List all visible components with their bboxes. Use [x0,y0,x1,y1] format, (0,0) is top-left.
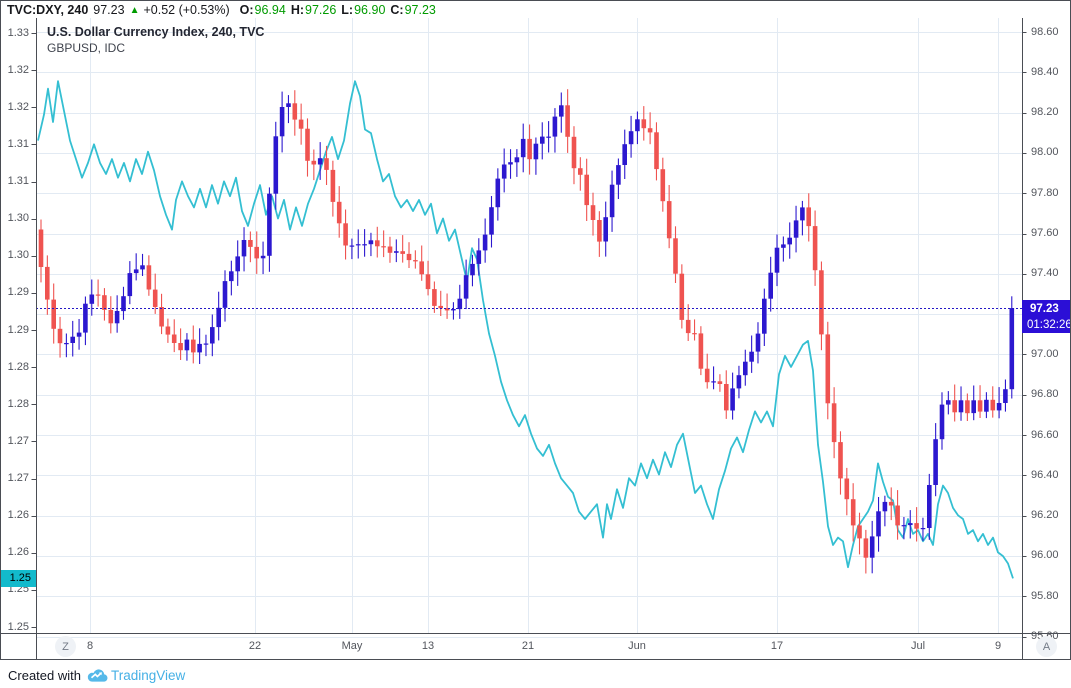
high-label: H: [290,3,305,17]
footer-attribution: Created with TradingView [8,664,185,686]
left-axis-tick: 1.32 [7,100,29,113]
left-axis-tick: 1.30 [7,212,29,225]
open-label: O: [239,3,254,17]
dxy-current-price-label: 97.23 [1022,299,1071,318]
low-label: L: [341,3,354,17]
gridlines [36,18,1022,638]
main-series-title[interactable]: U.S. Dollar Currency Index, 240, TVC [47,25,265,39]
high-value: 97.26 [305,3,337,17]
last-price: 97.23 [93,3,125,17]
time-axis-label[interactable]: Jun [628,640,646,652]
right-axis-tick: 98.00 [1031,146,1059,159]
time-axis-label[interactable]: 9 [994,640,1002,652]
timezone-button[interactable]: Z [55,636,76,657]
time-axis-label[interactable]: 17 [770,640,784,652]
left-axis-tick: 1.30 [7,249,29,262]
axis-borders [0,18,1071,660]
left-axis-tick: 1.32 [7,63,29,76]
right-axis-tick: 97.00 [1031,347,1059,360]
close-label: C: [390,3,404,17]
time-axis-label[interactable]: 8 [86,640,94,652]
created-with-text: Created with [8,667,81,683]
chart-canvas[interactable] [0,0,1071,660]
right-axis-tick: 95.80 [1031,589,1059,602]
gbpusd-current-price-label: 1.25 [0,569,36,587]
open-value: 96.94 [254,3,286,17]
auto-scale-button[interactable]: A [1036,636,1057,657]
right-axis-tick: 96.80 [1031,388,1059,401]
left-axis-tick: 1.28 [7,360,29,373]
right-axis-tick: 98.20 [1031,106,1059,119]
right-axis-tick: 97.40 [1031,267,1059,280]
left-axis-tick: 1.31 [7,137,29,150]
tradingview-brand-link[interactable]: TradingView [110,667,186,683]
left-axis-tick: 1.25 [7,620,29,633]
right-axis-tick: 97.60 [1031,227,1059,239]
gbpusd-line-series [37,80,1014,579]
close-value: 97.23 [404,3,436,17]
right-axis-tick: 96.00 [1031,549,1059,562]
left-axis-tick: 1.26 [7,546,29,559]
time-axis-label[interactable]: 13 [421,640,435,652]
left-axis-tick: 1.27 [7,434,29,447]
left-axis-tick: 1.29 [7,286,29,299]
time-axis-label[interactable]: 22 [248,640,262,652]
right-axis-tick: 96.40 [1031,468,1059,481]
right-axis-tick: 98.40 [1031,65,1059,78]
symbol-name[interactable]: TVC:DXY, 240 [7,3,89,17]
up-arrow-icon: ▲ [129,4,140,16]
time-axis-label[interactable]: Jul [910,640,926,652]
left-axis-tick: 1.33 [7,26,29,39]
right-axis-tick: 96.20 [1031,509,1059,522]
right-axis-tick: 97.80 [1031,186,1059,199]
overlay-series-title[interactable]: GBPUSD, IDC [47,41,126,55]
dxy-candlestick-series [38,89,1015,574]
right-axis-tick: 98.60 [1031,25,1059,38]
left-axis-tick: 1.29 [7,323,29,336]
left-axis-tick: 1.31 [7,175,29,187]
bar-countdown-timer: 01:32:26 [1022,317,1071,333]
symbol-info-bar: TVC:DXY, 240 97.23 ▲ +0.52 (+0.53%) O: 9… [7,1,436,19]
low-value: 96.90 [354,3,386,17]
tradingview-logo-icon[interactable] [87,668,108,683]
left-axis-tick: 1.28 [7,397,29,410]
chart-legend: U.S. Dollar Currency Index, 240, TVC GBP… [47,24,264,56]
time-axis-label[interactable]: May [341,640,363,652]
right-axis-tick: 96.60 [1031,428,1059,441]
left-axis-tick: 1.26 [7,509,29,522]
price-change: +0.52 (+0.53%) [143,3,230,17]
left-axis-tick: 1.27 [7,472,29,484]
time-axis-label[interactable]: 21 [521,640,535,652]
